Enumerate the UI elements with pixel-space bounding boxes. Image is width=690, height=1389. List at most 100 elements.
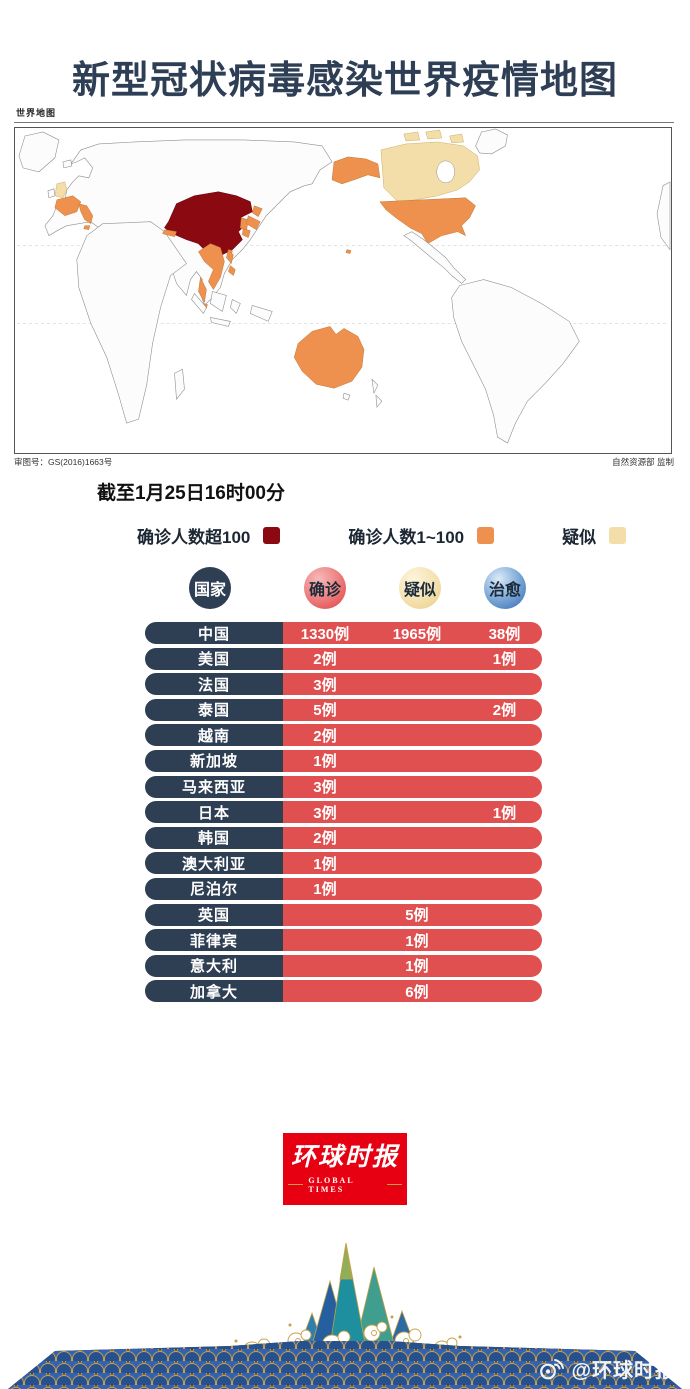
- page-title: 新型冠状病毒感染世界疫情地图: [71, 60, 618, 103]
- table-header: 国家 确诊 疑似 治愈: [0, 567, 690, 609]
- map-tasmania: [342, 392, 351, 401]
- legend: 确诊人数超100 确诊人数1~100 疑似: [0, 523, 690, 548]
- suspected-cell: 5例: [405, 907, 429, 925]
- logo-chinese-name: 环球时报: [290, 1142, 399, 1171]
- confirmed-cell: 1330例: [300, 625, 350, 643]
- cured-cell: [467, 724, 542, 746]
- row-values: 1330例 1965例 38例: [283, 622, 542, 644]
- suspected-cell: [367, 724, 467, 746]
- row-values: 5例 2例: [283, 698, 542, 721]
- map-africa: [76, 221, 187, 424]
- confirmed-cell: 2例: [313, 651, 337, 669]
- country-cell: 越南: [145, 724, 283, 747]
- watermark-text: @环球时报: [571, 1360, 676, 1382]
- table-row: 法国 3例: [145, 673, 542, 696]
- table-row: 加拿大 6例: [145, 980, 542, 1003]
- row-values: 1例: [283, 852, 542, 875]
- country-cell: 英国: [145, 903, 283, 926]
- cured-cell: [467, 852, 542, 874]
- table-row: 中国 1330例 1965例 38例: [145, 622, 542, 644]
- confirmed-cell: [283, 980, 367, 1002]
- country-cell: 菲律宾: [145, 929, 283, 952]
- map-producer: 自然资源部 监制: [612, 457, 674, 467]
- legend-label: 确诊人数超100: [137, 528, 251, 547]
- map-alaska: [331, 156, 381, 185]
- gold-bar-left: [288, 1184, 304, 1185]
- as-of-timestamp: 截至1月25日16时00分: [97, 483, 285, 504]
- cured-cell: [467, 750, 542, 772]
- map-central-america: [403, 231, 467, 284]
- row-values: 3例 1例: [283, 801, 542, 824]
- map-indonesia: [191, 291, 273, 327]
- confirmed-cell: [283, 955, 367, 977]
- row-values: 1例: [283, 929, 542, 952]
- confirmed-cell: 5例: [313, 702, 337, 720]
- map-japan: [242, 205, 263, 239]
- cured-cell: [467, 673, 542, 695]
- map-ireland: [47, 188, 56, 199]
- table-row: 越南 2例: [145, 724, 542, 747]
- header-suspected: 疑似: [399, 567, 441, 609]
- country-cell: 加拿大: [145, 980, 283, 1003]
- map-hawaii: [345, 249, 352, 254]
- country-cell: 新加坡: [145, 749, 283, 772]
- map-hudson-bay: [436, 160, 455, 184]
- world-map-section: 世界地图: [14, 106, 674, 468]
- legend-swatch-orange: [477, 527, 495, 544]
- cured-cell: [467, 827, 542, 849]
- confirmed-cell: 2例: [313, 830, 337, 848]
- global-times-logo: 环球时报 GLOBAL TIMES: [283, 1133, 407, 1205]
- logo-english-name: GLOBAL TIMES: [283, 1176, 407, 1194]
- cured-cell: 1例: [492, 651, 517, 669]
- logo-english-text: GLOBAL TIMES: [308, 1175, 355, 1194]
- map-label: 世界地图: [16, 108, 57, 118]
- decorative-artwork: @环球时报: [0, 1229, 690, 1389]
- cured-cell: [467, 929, 542, 951]
- confirmed-cell: 1例: [313, 753, 337, 771]
- table-row: 意大利 1例: [145, 954, 542, 977]
- table-row: 泰国 5例 2例: [145, 698, 542, 721]
- map-china: [164, 191, 253, 256]
- suspected-cell: 1965例: [392, 625, 442, 643]
- confirmed-cell: 2例: [313, 727, 337, 745]
- legend-item-over100: 确诊人数超100: [137, 523, 281, 548]
- table-row: 菲律宾 1例: [145, 929, 542, 952]
- map-italy: [78, 203, 94, 230]
- gold-bar-right: [386, 1184, 403, 1185]
- row-values: 1例: [283, 954, 542, 977]
- row-values: 3例: [283, 673, 542, 696]
- world-map-svg: [17, 128, 671, 444]
- suspected-cell: [367, 776, 467, 798]
- map-iceland: [62, 159, 73, 169]
- suspected-cell: [367, 699, 467, 721]
- legend-swatch-tan: [609, 527, 627, 544]
- country-cell: 韩国: [145, 826, 283, 849]
- map-nepal: [162, 229, 177, 237]
- country-cell: 泰国: [145, 698, 283, 721]
- map-madagascar: [174, 368, 185, 400]
- map-indochina: [198, 243, 225, 290]
- header-cured: 治愈: [484, 567, 526, 609]
- map-approval-number: 审图号：GS(2016)1663号: [14, 457, 113, 467]
- row-values: 5例: [283, 903, 542, 926]
- table-row: 尼泊尔 1例: [145, 877, 542, 900]
- header-country: 国家: [189, 567, 231, 609]
- suspected-cell: [367, 852, 467, 874]
- suspected-cell: 1例: [405, 958, 429, 976]
- map-divider: [14, 122, 674, 123]
- cured-cell: [467, 904, 542, 926]
- world-map: [14, 127, 672, 454]
- table-row: 日本 3例 1例: [145, 801, 542, 824]
- legend-label: 疑似: [562, 528, 597, 547]
- cured-cell: 1例: [492, 804, 517, 822]
- country-cell: 日本: [145, 801, 283, 824]
- legend-item-suspected: 疑似: [562, 523, 627, 548]
- row-values: 2例 1例: [283, 647, 542, 670]
- suspected-cell: [367, 673, 467, 695]
- cured-cell: [467, 980, 542, 1002]
- row-values: 2例: [283, 826, 542, 849]
- map-captions: 审图号：GS(2016)1663号 自然资源部 监制: [14, 456, 674, 468]
- row-values: 1例: [283, 877, 542, 900]
- map-canada: [380, 141, 480, 203]
